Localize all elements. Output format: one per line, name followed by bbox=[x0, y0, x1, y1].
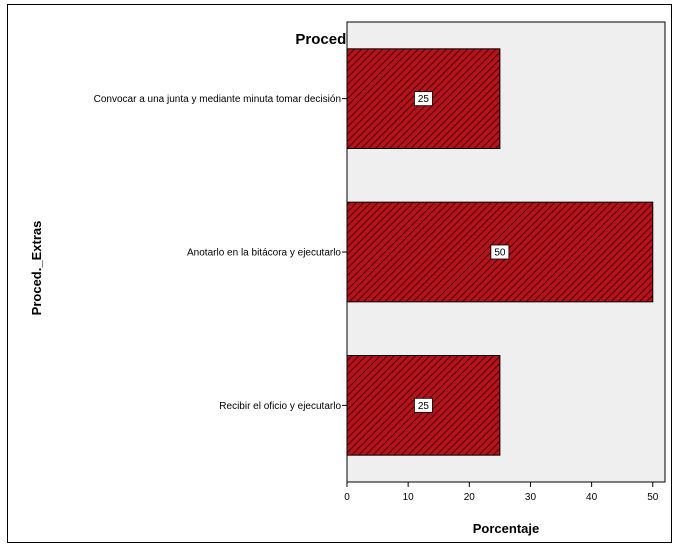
x-tick-label: 30 bbox=[525, 492, 537, 503]
x-axis-label: Porcentaje bbox=[473, 521, 539, 536]
category-label: Convocar a una junta y mediante minuta t… bbox=[94, 94, 341, 105]
data-label: 50 bbox=[494, 248, 506, 259]
category-label: Anotarlo en la bitácora y ejecutarlo bbox=[187, 248, 341, 259]
data-label-box bbox=[414, 91, 433, 107]
category-label: Recibir el oficio y ejecutarlo bbox=[219, 401, 341, 412]
data-label: 25 bbox=[418, 401, 430, 412]
y-axis-label: Proced._Extras bbox=[29, 221, 44, 316]
data-label: 25 bbox=[418, 94, 430, 105]
data-label-box bbox=[414, 397, 433, 413]
x-tick-label: 20 bbox=[464, 492, 476, 503]
x-tick-label: 40 bbox=[586, 492, 598, 503]
x-tick-label: 0 bbox=[344, 492, 350, 503]
x-tick-label: 50 bbox=[647, 492, 659, 503]
x-tick-label: 10 bbox=[403, 492, 415, 503]
data-label-box bbox=[490, 244, 510, 260]
